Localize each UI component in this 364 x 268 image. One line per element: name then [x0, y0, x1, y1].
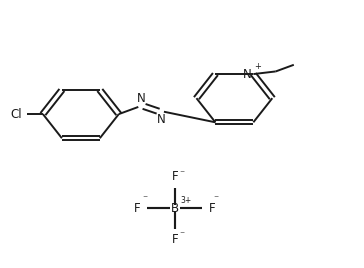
Text: F: F — [209, 202, 216, 215]
Text: F: F — [171, 170, 178, 183]
Text: ⁻: ⁻ — [143, 194, 148, 204]
Text: F: F — [171, 233, 178, 247]
Text: B: B — [171, 202, 179, 215]
Text: ⁻: ⁻ — [214, 194, 219, 204]
Text: 3+: 3+ — [181, 196, 192, 204]
Text: ⁻: ⁻ — [179, 170, 184, 180]
Text: ⁻: ⁻ — [179, 230, 184, 240]
Text: N: N — [243, 68, 252, 81]
Text: Cl: Cl — [11, 108, 22, 121]
Text: N: N — [137, 92, 146, 105]
Text: F: F — [134, 202, 141, 215]
Text: N: N — [157, 113, 165, 126]
Text: +: + — [254, 62, 261, 71]
